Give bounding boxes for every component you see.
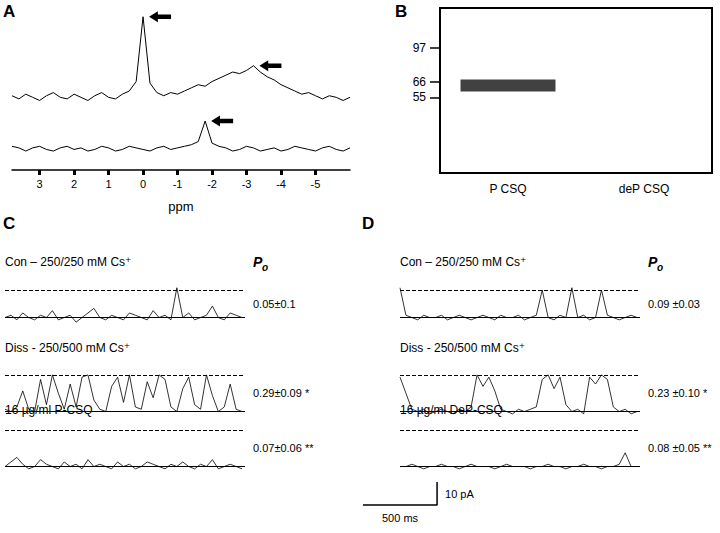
svg-text:0.29±0.09 *: 0.29±0.09 * bbox=[253, 387, 310, 399]
svg-text:0: 0 bbox=[140, 178, 146, 190]
svg-text:Con – 250/250 mM Cs⁺: Con – 250/250 mM Cs⁺ bbox=[400, 255, 526, 269]
svg-text:-2: -2 bbox=[207, 178, 217, 190]
svg-text:A: A bbox=[3, 2, 15, 21]
svg-text:3: 3 bbox=[37, 178, 43, 190]
svg-text:500 ms: 500 ms bbox=[382, 512, 419, 524]
svg-text:-3: -3 bbox=[242, 178, 252, 190]
svg-text:0.09 ±0.03: 0.09 ±0.03 bbox=[648, 298, 700, 310]
svg-text:Con – 250/250 mM Cs⁺: Con – 250/250 mM Cs⁺ bbox=[5, 255, 131, 269]
svg-text:P: P bbox=[253, 254, 263, 270]
svg-text:2: 2 bbox=[71, 178, 77, 190]
svg-text:-5: -5 bbox=[311, 178, 321, 190]
svg-text:55: 55 bbox=[413, 90, 427, 104]
svg-text:16 µg/ml DeP-CSQ: 16 µg/ml DeP-CSQ bbox=[400, 403, 503, 417]
svg-text:D: D bbox=[362, 214, 374, 233]
svg-text:o: o bbox=[657, 262, 663, 273]
svg-text:0.07±0.06 **: 0.07±0.06 ** bbox=[253, 442, 314, 454]
svg-text:-4: -4 bbox=[276, 178, 286, 190]
svg-text:o: o bbox=[262, 262, 268, 273]
svg-text:0.05±0.1: 0.05±0.1 bbox=[253, 298, 296, 310]
svg-text:1: 1 bbox=[106, 178, 112, 190]
svg-text:10 pA: 10 pA bbox=[445, 488, 474, 500]
svg-text:0.08 ±0.05 **: 0.08 ±0.05 ** bbox=[648, 442, 712, 454]
svg-text:97: 97 bbox=[413, 41, 427, 55]
svg-text:C: C bbox=[3, 214, 15, 233]
svg-text:deP CSQ: deP CSQ bbox=[619, 182, 669, 196]
svg-text:ppm: ppm bbox=[168, 199, 193, 214]
svg-text:P CSQ: P CSQ bbox=[489, 182, 526, 196]
svg-text:P: P bbox=[648, 254, 658, 270]
svg-text:Diss - 250/500 mM Cs⁺: Diss - 250/500 mM Cs⁺ bbox=[400, 341, 525, 355]
svg-text:-1: -1 bbox=[173, 178, 183, 190]
svg-text:0.23 ±0.10 *: 0.23 ±0.10 * bbox=[648, 387, 708, 399]
svg-text:66: 66 bbox=[413, 75, 427, 89]
svg-text:Diss - 250/500 mM Cs⁺: Diss - 250/500 mM Cs⁺ bbox=[5, 341, 130, 355]
svg-text:B: B bbox=[395, 2, 407, 21]
svg-text:16 µg/ml P-CSQ: 16 µg/ml P-CSQ bbox=[5, 403, 93, 417]
